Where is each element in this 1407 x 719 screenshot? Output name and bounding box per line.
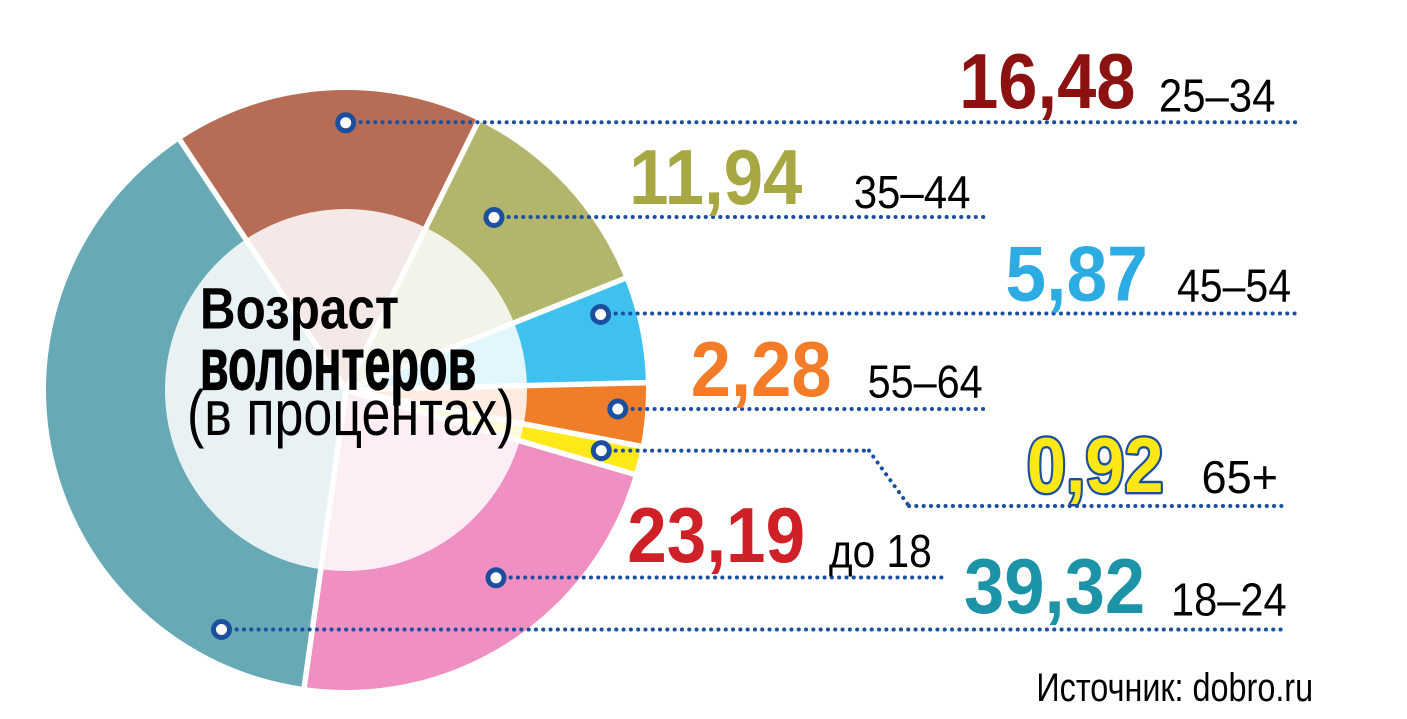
svg-text:0,92: 0,92 xyxy=(1027,423,1164,509)
svg-text:11,94: 11,94 xyxy=(629,135,802,221)
svg-text:Источник: dobro.ru: Источник: dobro.ru xyxy=(1036,666,1313,710)
svg-text:Возраст: Возраст xyxy=(200,277,399,342)
svg-text:16,48: 16,48 xyxy=(959,39,1135,125)
svg-text:65+: 65+ xyxy=(1202,451,1279,503)
svg-text:18–24: 18–24 xyxy=(1171,574,1287,626)
svg-text:45–54: 45–54 xyxy=(1177,260,1291,312)
svg-text:(в процентах): (в процентах) xyxy=(187,377,515,449)
svg-text:волонтеров: волонтеров xyxy=(200,323,477,406)
svg-text:35–44: 35–44 xyxy=(854,166,971,218)
svg-text:до 18: до 18 xyxy=(829,525,932,577)
svg-text:25–34: 25–34 xyxy=(1159,70,1276,122)
svg-text:2,28: 2,28 xyxy=(691,327,832,413)
svg-text:39,32: 39,32 xyxy=(964,544,1145,630)
svg-text:55–64: 55–64 xyxy=(868,356,983,408)
svg-text:23,19: 23,19 xyxy=(627,493,805,579)
svg-text:5,87: 5,87 xyxy=(1005,232,1148,318)
